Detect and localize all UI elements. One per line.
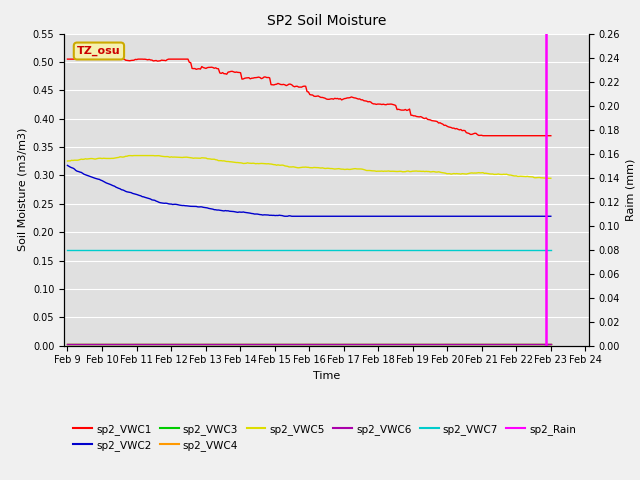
Line: sp2_VWC2: sp2_VWC2: [67, 166, 551, 216]
sp2_VWC7: [526, 247, 534, 253]
sp2_VWC2: [350, 214, 358, 219]
sp2_VWC6: [287, 342, 294, 348]
sp2_VWC3: [63, 342, 71, 348]
sp2_VWC6: [321, 342, 329, 348]
sp2_VWC2: [323, 214, 330, 219]
sp2_VWC7: [349, 247, 356, 253]
sp2_VWC3: [287, 342, 294, 348]
sp2_VWC6: [63, 342, 71, 348]
sp2_VWC3: [349, 342, 356, 348]
sp2_VWC6: [349, 342, 356, 348]
sp2_VWC7: [287, 247, 294, 253]
sp2_VWC2: [288, 214, 296, 219]
sp2_VWC3: [540, 342, 548, 348]
sp2_VWC1: [479, 133, 487, 139]
Title: SP2 Soil Moisture: SP2 Soil Moisture: [267, 14, 386, 28]
sp2_VWC1: [63, 56, 71, 62]
sp2_VWC4: [540, 342, 548, 348]
sp2_VWC1: [527, 133, 535, 139]
Y-axis label: Raim (mm): Raim (mm): [626, 158, 636, 221]
sp2_VWC4: [349, 342, 356, 348]
sp2_VWC4: [287, 342, 294, 348]
sp2_VWC5: [323, 166, 330, 171]
sp2_VWC4: [193, 342, 200, 348]
sp2_VWC5: [288, 164, 296, 170]
sp2_VWC2: [527, 214, 535, 219]
sp2_VWC5: [547, 175, 555, 181]
sp2_VWC6: [547, 342, 555, 348]
Legend: sp2_VWC1, sp2_VWC2, sp2_VWC3, sp2_VWC4, sp2_VWC5, sp2_VWC6, sp2_VWC7, sp2_Rain: sp2_VWC1, sp2_VWC2, sp2_VWC3, sp2_VWC4, …: [69, 420, 580, 455]
sp2_VWC7: [540, 247, 548, 253]
sp2_VWC3: [193, 342, 200, 348]
sp2_VWC5: [63, 158, 71, 164]
sp2_VWC1: [541, 133, 549, 139]
sp2_VWC2: [281, 214, 289, 219]
sp2_VWC7: [63, 247, 71, 253]
sp2_VWC4: [547, 342, 555, 348]
sp2_VWC5: [350, 166, 358, 172]
sp2_VWC7: [547, 247, 555, 253]
sp2_VWC1: [287, 81, 294, 87]
sp2_VWC6: [540, 342, 548, 348]
X-axis label: Time: Time: [313, 371, 340, 381]
sp2_VWC5: [527, 174, 535, 180]
sp2_VWC4: [321, 342, 329, 348]
sp2_VWC5: [541, 175, 549, 181]
sp2_VWC1: [349, 95, 356, 100]
sp2_VWC5: [544, 175, 552, 181]
sp2_VWC2: [193, 204, 200, 209]
sp2_VWC3: [321, 342, 329, 348]
sp2_VWC5: [130, 153, 138, 158]
sp2_VWC1: [193, 66, 200, 72]
sp2_VWC2: [547, 214, 555, 219]
Line: sp2_VWC5: sp2_VWC5: [67, 156, 551, 178]
Text: TZ_osu: TZ_osu: [77, 46, 121, 56]
sp2_VWC1: [321, 96, 329, 101]
sp2_VWC3: [547, 342, 555, 348]
sp2_VWC2: [63, 163, 71, 168]
sp2_VWC3: [526, 342, 534, 348]
sp2_VWC7: [321, 247, 329, 253]
Y-axis label: Soil Moisture (m3/m3): Soil Moisture (m3/m3): [17, 128, 27, 252]
sp2_VWC7: [193, 247, 200, 253]
sp2_VWC4: [526, 342, 534, 348]
sp2_VWC1: [547, 133, 555, 139]
Line: sp2_VWC1: sp2_VWC1: [67, 59, 551, 136]
sp2_VWC4: [63, 342, 71, 348]
sp2_VWC2: [541, 214, 549, 219]
sp2_VWC5: [194, 155, 202, 161]
sp2_VWC6: [526, 342, 534, 348]
sp2_VWC6: [193, 342, 200, 348]
